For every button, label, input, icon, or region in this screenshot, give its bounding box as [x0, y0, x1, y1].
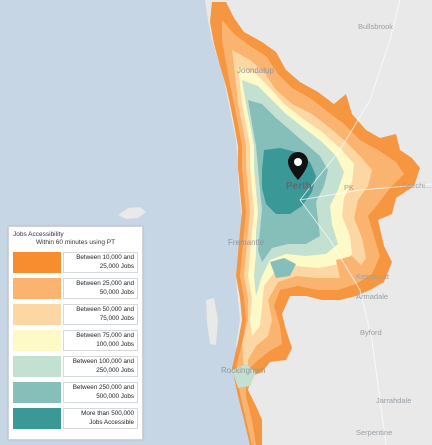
rottnest-island — [118, 207, 146, 219]
legend-label: Between 75,000 and 100,000 Jobs — [63, 330, 138, 351]
place-label-armadale: Armadale — [356, 292, 389, 301]
legend-swatch — [13, 278, 61, 299]
legend-item: Between 250,000 and 500,000 Jobs — [13, 381, 138, 404]
legend-item: Between 10,000 and 25,000 Jobs — [13, 251, 138, 274]
legend-swatch — [13, 382, 61, 403]
legend-label: Between 250,000 and 500,000 Jobs — [63, 382, 138, 403]
legend-subtitle: Within 60 minutes using PT — [35, 239, 116, 246]
road — [299, 183, 432, 201]
legend-swatch — [13, 356, 61, 377]
garden-island — [206, 298, 218, 345]
zone-patch — [336, 256, 362, 280]
legend-item: Between 100,000 and 250,000 Jobs — [13, 355, 138, 378]
road — [299, 0, 401, 201]
place-label-kelmscott: Kelmscott — [356, 272, 389, 281]
place-label-byford: Byford — [360, 328, 382, 337]
location-pin-icon[interactable] — [288, 152, 308, 180]
legend-label: More than 500,000 Jobs Accessible — [63, 408, 138, 429]
zone-patch — [232, 364, 256, 388]
legend-item: More than 500,000 Jobs Accessible — [13, 407, 138, 430]
place-label-bullsbrook: Bullsbrook — [358, 22, 394, 31]
map-legend: Jobs Accessibility Within 60 minutes usi… — [8, 226, 143, 440]
legend-swatch — [13, 330, 61, 351]
legend-item: Between 75,000 and 100,000 Jobs — [13, 329, 138, 352]
place-label-joondalup: Joondalup — [237, 66, 274, 75]
place-label-serpentine: Serpentine — [356, 428, 393, 437]
legend-items: Between 10,000 and 25,000 Jobs Between 25… — [13, 251, 138, 430]
place-label-pk: PK — [344, 183, 355, 192]
place-label-rockingham: Rockingham — [221, 366, 266, 375]
legend-swatch — [13, 252, 61, 273]
legend-title: Jobs Accessibility — [13, 231, 64, 238]
legend-swatch — [13, 304, 61, 325]
legend-swatch — [13, 408, 61, 429]
zone-patch — [270, 258, 296, 278]
legend-label: Between 25,000 and 50,000 Jobs — [63, 278, 138, 299]
legend-label: Between 50,000 and 75,000 Jobs — [63, 304, 138, 325]
place-label-fremantle: Fremantle — [228, 238, 265, 247]
legend-item: Between 50,000 and 75,000 Jobs — [13, 303, 138, 326]
place-label-jarrahdale: Jarrahdale — [376, 396, 412, 405]
road — [299, 199, 387, 445]
legend-label: Between 100,000 and 250,000 Jobs — [63, 356, 138, 377]
legend-label: Between 10,000 and 25,000 Jobs — [63, 252, 138, 273]
legend-item: Between 25,000 and 50,000 Jobs — [13, 277, 138, 300]
place-label-perth: Perth — [286, 181, 312, 192]
place-label-beechina: Beechi... — [402, 181, 432, 190]
